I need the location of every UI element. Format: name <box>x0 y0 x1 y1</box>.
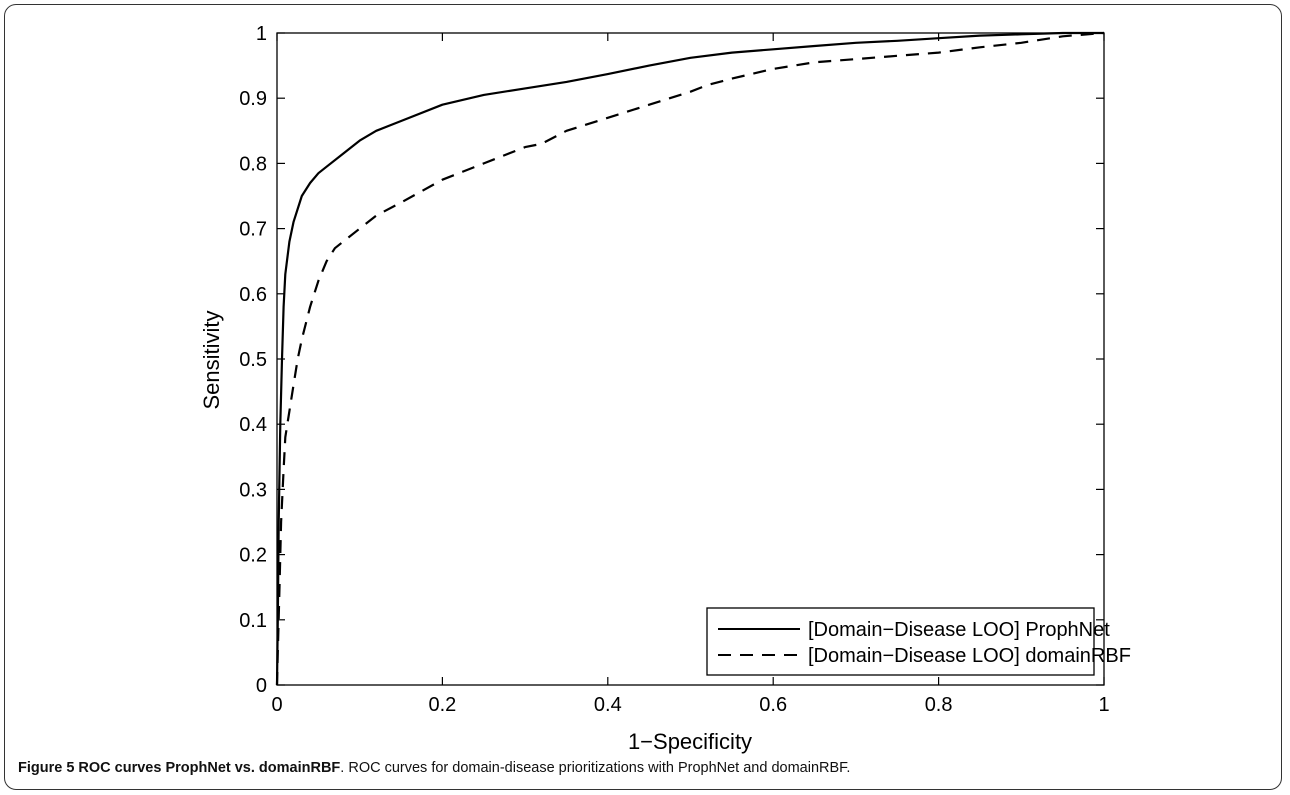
x-tick-label: 0.2 <box>428 694 456 716</box>
y-tick-label: 0.3 <box>239 479 267 501</box>
legend-label-prophnet: [Domain−Disease LOO] ProphNet <box>808 619 1110 641</box>
axis-tick-labels: 0 0.2 0.4 0.6 0.8 1 0 0.1 0.2 0.3 0.4 0.5 0.6 0.7 0.8 0… <box>239 23 1109 716</box>
y-tick-label: 0 <box>256 675 267 697</box>
y-tick-label: 0.9 <box>239 88 267 110</box>
y-tick-label: 0.4 <box>239 414 267 436</box>
x-tick-label: 0.6 <box>759 694 787 716</box>
x-tick-label: 0.8 <box>925 694 953 716</box>
caption-text: . ROC curves for domain-disease prioriti… <box>340 760 851 776</box>
figure-caption: Figure 5 ROC curves ProphNet vs. domainR… <box>18 760 1273 776</box>
x-axis-label: 1−Specificity <box>628 729 752 754</box>
y-axis-label: Sensitivity <box>199 310 224 409</box>
y-tick-label: 0.5 <box>239 349 267 371</box>
caption-label: Figure 5 ROC curves ProphNet vs. domainR… <box>18 760 341 776</box>
figure-frame <box>4 4 1282 790</box>
x-tick-label: 0 <box>271 694 282 716</box>
x-tick-label: 1 <box>1098 694 1109 716</box>
y-tick-label: 1 <box>256 23 267 45</box>
y-tick-label: 0.2 <box>239 545 267 567</box>
y-tick-label: 0.6 <box>239 284 267 306</box>
legend: [Domain−Disease LOO] ProphNet [Domain−Di… <box>706 607 1131 676</box>
legend-label-domainrbf: [Domain−Disease LOO] domainRBF <box>808 645 1131 667</box>
roc-curves <box>275 31 1105 686</box>
domainrbf-curve <box>275 31 1105 686</box>
y-tick-label: 0.1 <box>239 610 267 632</box>
y-tick-label: 0.8 <box>239 153 267 175</box>
prophnet-curve <box>275 31 1104 686</box>
x-tick-label: 0.4 <box>594 694 622 716</box>
plot-area <box>276 32 1105 686</box>
y-tick-label: 0.7 <box>239 219 267 241</box>
legend-box <box>706 607 1095 676</box>
